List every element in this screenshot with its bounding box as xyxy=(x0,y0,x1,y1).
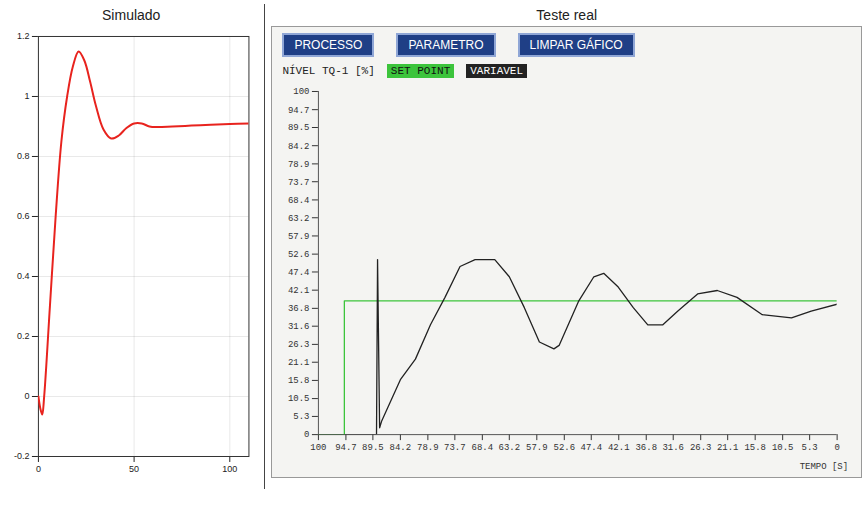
svg-text:89.5: 89.5 xyxy=(288,123,310,133)
svg-text:94.7: 94.7 xyxy=(336,443,358,453)
svg-text:63.2: 63.2 xyxy=(499,443,521,453)
svg-text:0: 0 xyxy=(36,464,41,474)
svg-text:0.4: 0.4 xyxy=(17,271,29,281)
svg-text:78.9: 78.9 xyxy=(418,443,440,453)
svg-text:100: 100 xyxy=(294,87,310,97)
svg-text:5.3: 5.3 xyxy=(294,412,310,422)
html-text:PARAMETRO: PARAMETRO xyxy=(408,38,484,52)
svg-text:0.6: 0.6 xyxy=(17,211,29,221)
svg-text:84.2: 84.2 xyxy=(390,443,412,453)
svg-text:0: 0 xyxy=(835,443,840,453)
svg-text:47.4: 47.4 xyxy=(581,443,603,453)
svg-text:10.5: 10.5 xyxy=(772,443,794,453)
svg-text:26.3: 26.3 xyxy=(690,443,712,453)
svg-text:1.2: 1.2 xyxy=(17,31,29,41)
svg-text:15.8: 15.8 xyxy=(745,443,767,453)
html-text:Simulado: Simulado xyxy=(102,7,161,23)
svg-text:0: 0 xyxy=(24,391,29,401)
svg-text:68.4: 68.4 xyxy=(288,196,310,206)
svg-text:0.2: 0.2 xyxy=(17,331,29,341)
svg-text:94.7: 94.7 xyxy=(288,106,310,116)
svg-text:36.8: 36.8 xyxy=(288,304,310,314)
svg-text:1: 1 xyxy=(24,91,29,101)
svg-text:42.1: 42.1 xyxy=(608,443,630,453)
svg-text:31.6: 31.6 xyxy=(288,322,310,332)
svg-text:57.9: 57.9 xyxy=(288,232,310,242)
svg-text:0.8: 0.8 xyxy=(17,151,29,161)
html-text:VARIAVEL: VARIAVEL xyxy=(470,65,524,77)
html-text:PROCESSO: PROCESSO xyxy=(294,38,363,52)
svg-text:42.1: 42.1 xyxy=(288,286,310,296)
svg-text:0: 0 xyxy=(304,430,309,440)
html-text:SET POINT: SET POINT xyxy=(390,65,451,77)
svg-text:5.3: 5.3 xyxy=(802,443,818,453)
svg-text:89.5: 89.5 xyxy=(363,443,385,453)
svg-text:68.4: 68.4 xyxy=(472,443,494,453)
svg-text:57.9: 57.9 xyxy=(526,443,548,453)
svg-text:50: 50 xyxy=(129,464,139,474)
svg-text:36.8: 36.8 xyxy=(636,443,658,453)
svg-text:47.4: 47.4 xyxy=(288,268,310,278)
svg-text:26.3: 26.3 xyxy=(288,340,310,350)
html-text:Teste real: Teste real xyxy=(536,7,598,23)
svg-text:100: 100 xyxy=(222,464,237,474)
svg-text:100: 100 xyxy=(311,443,327,453)
svg-text:52.6: 52.6 xyxy=(288,250,310,260)
svg-text:84.2: 84.2 xyxy=(288,142,310,152)
svg-text:15.8: 15.8 xyxy=(288,376,310,386)
svg-text:21.1: 21.1 xyxy=(717,443,739,453)
svg-text:73.7: 73.7 xyxy=(288,178,310,188)
html-text:LIMPAR GÁFICO: LIMPAR GÁFICO xyxy=(529,38,623,52)
svg-text:10.5: 10.5 xyxy=(288,394,310,404)
svg-text:73.7: 73.7 xyxy=(444,443,466,453)
svg-text:21.1: 21.1 xyxy=(288,358,310,368)
svg-text:-0.2: -0.2 xyxy=(14,451,29,461)
svg-text:63.2: 63.2 xyxy=(288,214,310,224)
svg-text:52.6: 52.6 xyxy=(554,443,576,453)
svg-text:78.9: 78.9 xyxy=(288,160,310,170)
html-text:NÍVEL TQ-1 [%]: NÍVEL TQ-1 [%] xyxy=(282,65,375,77)
svg-text:31.6: 31.6 xyxy=(663,443,685,453)
svg-text:TEMPO [S]: TEMPO [S] xyxy=(800,462,848,472)
